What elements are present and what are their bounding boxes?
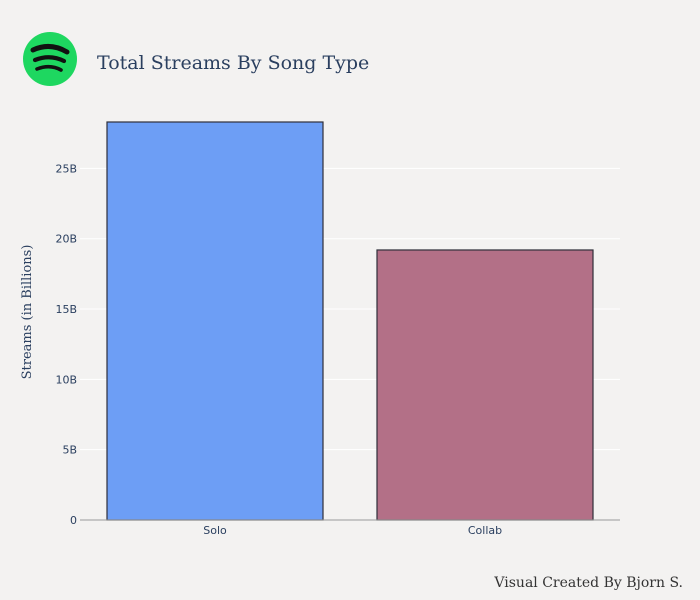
y-tick-label: 25B [55, 162, 77, 175]
bars [106, 121, 594, 521]
bar-collab [376, 249, 594, 521]
y-tick-labels: 0 5B 10B 15B 20B 25B [55, 162, 77, 527]
x-tick-labels: Solo Collab [203, 524, 502, 537]
y-tick-label: 10B [55, 373, 77, 386]
y-axis-title: Streams (in Billions) [20, 245, 35, 380]
spotify-logo-icon [23, 32, 77, 86]
x-tick-label: Solo [203, 524, 227, 537]
y-tick-label: 15B [55, 303, 77, 316]
y-tick-label: 20B [55, 233, 77, 246]
credit-text: Visual Created By Bjorn S. [493, 575, 683, 591]
x-tick-label: Collab [468, 524, 502, 537]
y-tick-label: 5B [62, 444, 77, 457]
bar-solo [106, 121, 324, 521]
chart-title: Total Streams By Song Type [97, 52, 369, 74]
y-tick-label: 0 [70, 514, 77, 527]
